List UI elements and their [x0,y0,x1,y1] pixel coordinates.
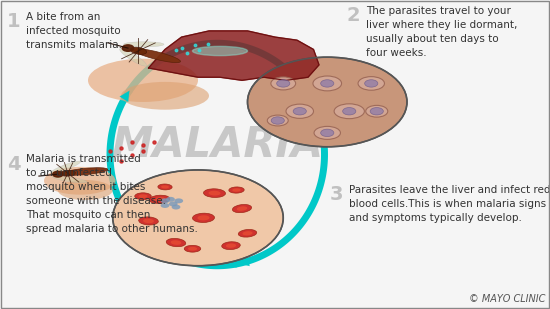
Ellipse shape [222,242,240,250]
Ellipse shape [170,240,182,245]
Ellipse shape [232,188,241,192]
Text: A bite from an
infected mosquito
transmits malaria.: A bite from an infected mosquito transmi… [26,12,123,50]
Text: © MAYO CLINIC: © MAYO CLINIC [469,294,546,304]
Circle shape [174,198,183,203]
Ellipse shape [158,184,172,190]
Ellipse shape [88,59,198,102]
Circle shape [271,117,284,124]
Ellipse shape [44,167,116,195]
Ellipse shape [119,49,146,66]
Text: The parasites travel to your
liver where they lie dormant,
usually about ten day: The parasites travel to your liver where… [366,6,517,58]
Circle shape [161,203,169,208]
Ellipse shape [358,77,384,90]
Circle shape [166,197,175,202]
Text: 1: 1 [7,12,20,31]
Ellipse shape [135,193,151,200]
Ellipse shape [192,46,248,56]
Ellipse shape [313,76,342,91]
Ellipse shape [60,170,75,176]
Ellipse shape [314,126,340,139]
Circle shape [113,170,283,266]
Ellipse shape [58,180,113,200]
Ellipse shape [154,197,165,201]
Ellipse shape [243,231,252,235]
Ellipse shape [334,104,364,119]
Ellipse shape [121,82,209,110]
Text: Malaria is transmitted
to an uninfected
mosquito when it bites
someone with the : Malaria is transmitted to an uninfected … [26,154,198,235]
Ellipse shape [286,104,313,118]
Circle shape [169,201,178,206]
Ellipse shape [130,47,147,54]
Ellipse shape [149,195,170,203]
Ellipse shape [161,185,169,188]
Ellipse shape [208,191,221,196]
Text: 3: 3 [330,185,344,204]
Circle shape [172,205,180,210]
Ellipse shape [133,49,180,63]
Text: MALARIA: MALARIA [111,124,323,166]
Ellipse shape [166,239,186,247]
Ellipse shape [226,243,236,248]
Ellipse shape [229,187,244,193]
Ellipse shape [366,105,388,117]
Circle shape [343,108,356,115]
Circle shape [122,45,134,51]
Circle shape [293,108,306,115]
Text: 4: 4 [7,154,20,173]
Ellipse shape [233,205,251,213]
Polygon shape [148,31,319,80]
Ellipse shape [267,115,288,126]
Circle shape [161,198,169,203]
Circle shape [365,80,378,87]
Text: 2: 2 [346,6,360,25]
Ellipse shape [188,247,197,251]
Ellipse shape [192,213,215,222]
Circle shape [277,80,290,87]
Ellipse shape [139,194,147,198]
Circle shape [321,80,334,87]
Ellipse shape [143,219,154,223]
Ellipse shape [197,215,210,220]
Ellipse shape [204,189,226,197]
Ellipse shape [51,161,80,173]
Ellipse shape [63,168,108,175]
Ellipse shape [184,245,201,252]
Ellipse shape [238,230,257,237]
Circle shape [370,108,383,115]
Text: Parasites leave the liver and infect red
blood cells.This is when malaria signs
: Parasites leave the liver and infect red… [349,185,550,223]
Ellipse shape [53,176,87,183]
Ellipse shape [139,217,158,225]
Circle shape [248,57,407,147]
Ellipse shape [236,206,248,211]
Ellipse shape [271,77,296,90]
Circle shape [53,171,63,177]
Circle shape [321,129,334,137]
Ellipse shape [124,42,164,47]
